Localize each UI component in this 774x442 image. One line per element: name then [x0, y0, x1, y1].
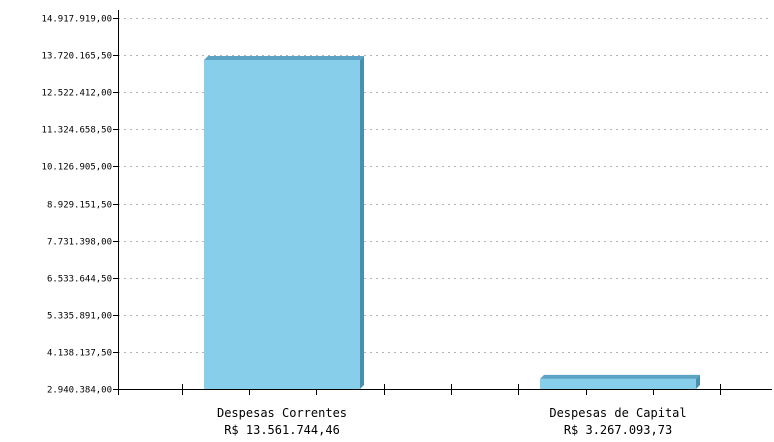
bar-side-face: [696, 374, 700, 389]
y-tick-label: 10.126.905,00: [42, 163, 112, 173]
label-layer: 2.940.384,00 4.138.137,50 5.335.891,00 6.53…: [42, 15, 687, 438]
y-tick-label: 7.731.398,00: [47, 238, 112, 248]
bar-top-face: [204, 56, 364, 61]
axis-layer: [113, 10, 772, 395]
bar-front-face: [540, 378, 696, 389]
y-tick-label: 12.522.412,00: [42, 89, 112, 99]
bar-front-face: [204, 60, 360, 389]
y-tick-label: 4.138.137,50: [47, 349, 112, 359]
y-tick-label: 8.929.151,50: [47, 201, 112, 211]
y-tick-label: 6.533.644,50: [47, 275, 112, 285]
y-tick-label: 11.324.658,50: [42, 126, 112, 136]
bar-layer: [204, 56, 700, 389]
bar-2: [540, 374, 700, 389]
bar-value-label: R$ 13.561.744,46: [224, 423, 340, 437]
bar-1: [204, 56, 364, 389]
y-tick-label: 14.917.919,00: [42, 15, 112, 25]
x-category-label: Despesas Correntes: [217, 406, 347, 420]
bar-value-label: R$ 3.267.093,73: [564, 423, 672, 437]
bar-side-face: [360, 56, 364, 389]
y-tick-label: 2.940.384,00: [47, 386, 112, 396]
bar-top-face: [540, 374, 700, 379]
x-category-label: Despesas de Capital: [549, 406, 686, 420]
y-tick-label: 13.720.165,50: [42, 52, 112, 62]
y-tick-label: 5.335.891,00: [47, 312, 112, 322]
